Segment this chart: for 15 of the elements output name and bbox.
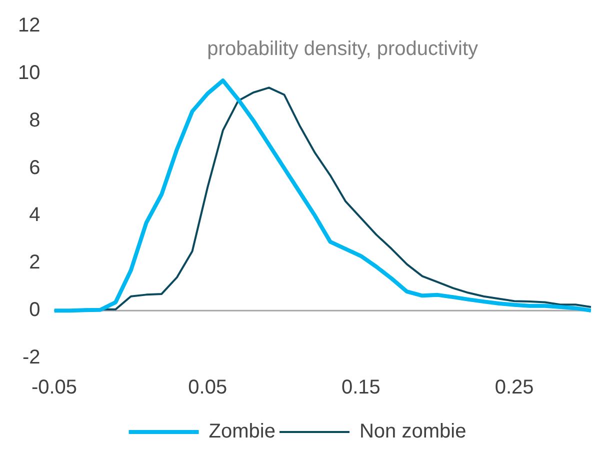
x-tick-label: 0.05 bbox=[188, 376, 228, 399]
y-tick-label: 12 bbox=[18, 14, 40, 37]
y-tick-label: 2 bbox=[29, 252, 40, 274]
y-tick-label: 4 bbox=[29, 204, 40, 226]
y-tick-label: 0 bbox=[29, 299, 40, 322]
text: probability density, productivity bbox=[207, 38, 478, 60]
y-tick-label: 8 bbox=[29, 109, 40, 132]
y-tick-label: 10 bbox=[18, 62, 40, 84]
x-tick-label: -0.05 bbox=[31, 376, 78, 399]
legend-label: Zombie bbox=[208, 420, 276, 443]
x-tick-label: 0.25 bbox=[494, 376, 534, 399]
x-tick-label: 0.15 bbox=[341, 376, 380, 399]
y-tick-label: 6 bbox=[29, 156, 40, 179]
legend-label: Non zombie bbox=[359, 420, 466, 443]
y-tick-label: -2 bbox=[22, 346, 40, 369]
